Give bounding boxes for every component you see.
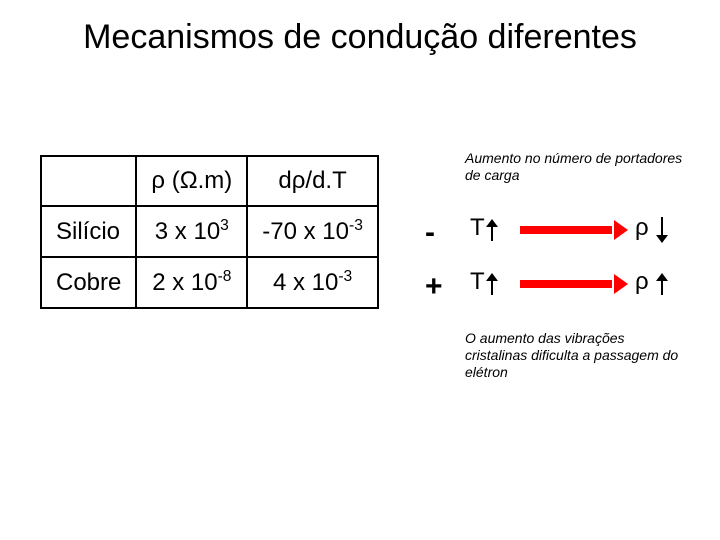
rho-exp: -8 — [218, 268, 232, 285]
implies-arrow-icon — [520, 226, 620, 234]
slide-title: Mecanismos de condução diferentes — [0, 18, 720, 57]
row-label: Silício — [41, 206, 136, 257]
conduction-table: ρ (Ω.m) dρ/d.T Silício 3 x 103 -70 x 10-… — [40, 155, 379, 309]
table-row: Cobre 2 x 10-8 4 x 10-3 — [41, 257, 378, 308]
trend-diagram-copper: T ρ — [460, 262, 680, 302]
blank-header-cell — [41, 156, 136, 206]
cell-drho: -70 x 10-3 — [247, 206, 378, 257]
up-arrow-icon — [485, 217, 501, 241]
rho-symbol: ρ — [635, 214, 671, 242]
drho-exp: -3 — [338, 268, 352, 285]
rho-symbol: ρ — [635, 268, 671, 296]
cell-drho: 4 x 10-3 — [247, 257, 378, 308]
drho-exp: -3 — [349, 217, 363, 234]
note-bottom: O aumento das vibrações cristalinas difi… — [465, 330, 685, 380]
trend-diagram-silicon: T ρ — [460, 208, 680, 248]
rho-exp: 3 — [220, 217, 229, 234]
temperature-symbol: T — [470, 214, 501, 242]
row-label: Cobre — [41, 257, 136, 308]
sign-minus: - — [425, 216, 435, 250]
header-drho: dρ/d.T — [247, 156, 378, 206]
sign-plus: + — [425, 270, 443, 304]
note-top: Aumento no número de portadores de carga — [465, 150, 685, 184]
cell-rho: 2 x 10-8 — [136, 257, 247, 308]
up-arrow-icon — [485, 271, 501, 295]
drho-base: -70 x 10 — [262, 218, 349, 245]
rho-base: 2 x 10 — [152, 269, 217, 296]
up-arrow-icon — [655, 271, 671, 295]
cell-rho: 3 x 103 — [136, 206, 247, 257]
table-header-row: ρ (Ω.m) dρ/d.T — [41, 156, 378, 206]
slide: Mecanismos de condução diferentes ρ (Ω.m… — [0, 0, 720, 540]
implies-arrow-icon — [520, 280, 620, 288]
down-arrow-icon — [655, 217, 671, 241]
table-row: Silício 3 x 103 -70 x 10-3 — [41, 206, 378, 257]
temperature-symbol: T — [470, 268, 501, 296]
header-rho: ρ (Ω.m) — [136, 156, 247, 206]
rho-base: 3 x 10 — [155, 218, 220, 245]
drho-base: 4 x 10 — [273, 269, 338, 296]
